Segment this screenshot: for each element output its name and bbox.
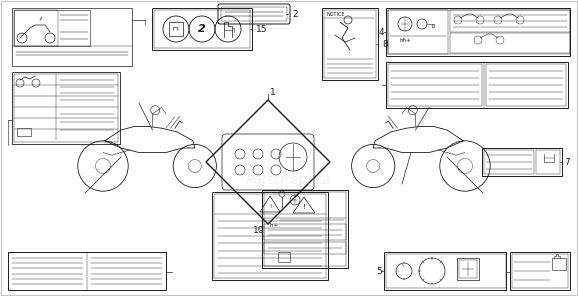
Bar [17, 128, 31, 136]
Bar [457, 258, 479, 280]
Bar [264, 224, 346, 240]
Bar [14, 10, 90, 46]
Text: h+: h+ [270, 223, 280, 228]
Bar [8, 252, 166, 290]
Text: 4: 4 [379, 28, 384, 36]
Bar [386, 254, 506, 288]
Bar [459, 260, 477, 278]
Text: PartsReplica: PartsReplica [246, 173, 332, 187]
Bar [552, 258, 566, 270]
Bar [536, 150, 560, 174]
Bar [388, 10, 570, 54]
Text: 7: 7 [564, 157, 570, 166]
Bar [388, 10, 448, 54]
Bar [12, 8, 132, 66]
Bar [212, 192, 328, 280]
Text: 5: 5 [376, 266, 382, 276]
Bar [152, 8, 252, 50]
Bar [264, 192, 346, 266]
Bar [484, 150, 534, 174]
Bar [386, 8, 570, 56]
Text: 10: 10 [253, 226, 265, 234]
Bar [384, 252, 506, 290]
Bar [450, 10, 570, 32]
Bar [264, 242, 346, 254]
Text: NOTICE: NOTICE [327, 12, 346, 17]
Text: 1: 1 [270, 88, 276, 96]
Bar [169, 22, 183, 36]
Bar [450, 33, 570, 53]
Bar [154, 10, 250, 48]
Bar [14, 10, 58, 46]
Bar [482, 148, 562, 176]
Bar [386, 62, 568, 108]
Bar [486, 64, 566, 106]
Text: 2: 2 [198, 24, 206, 34]
Bar [12, 72, 120, 144]
Bar [510, 252, 570, 290]
Text: 2: 2 [292, 9, 298, 19]
Bar [388, 64, 482, 106]
Bar [278, 252, 290, 262]
Text: 8: 8 [382, 39, 388, 49]
Bar [262, 190, 348, 268]
Text: !: ! [302, 204, 305, 210]
Bar [214, 194, 326, 278]
Text: !: ! [269, 204, 271, 208]
Bar [322, 8, 378, 80]
Bar [14, 74, 118, 142]
Text: hh+: hh+ [400, 38, 412, 43]
Bar [324, 10, 376, 78]
Text: 15: 15 [256, 25, 268, 33]
Bar [512, 254, 568, 288]
